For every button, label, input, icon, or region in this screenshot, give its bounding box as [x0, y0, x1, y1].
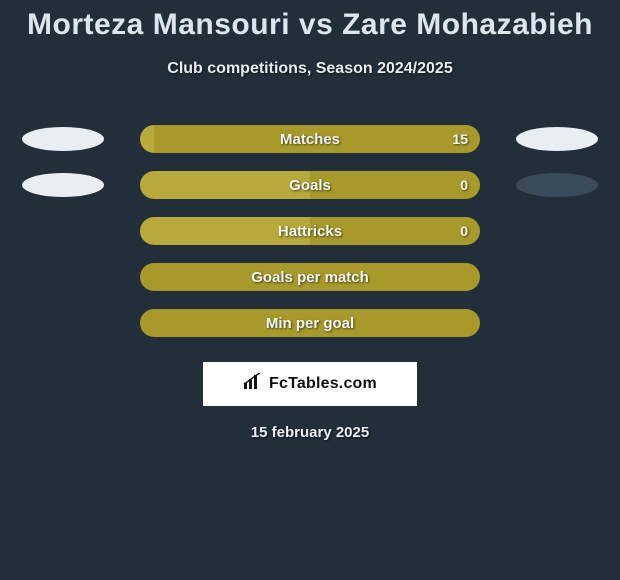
stat-value-right: 15 — [452, 125, 468, 153]
stat-row-mpg: Min per goal — [0, 300, 620, 346]
stat-rows: Matches15Goals0Hattricks0Goals per match… — [0, 116, 620, 346]
stat-row-gpm: Goals per match — [0, 254, 620, 300]
right-blob — [516, 127, 598, 151]
comparison-card: Morteza Mansouri vs Zare Mohazabieh Club… — [0, 0, 620, 580]
brand-label: FcTables.com — [269, 375, 377, 393]
stat-row-goals: Goals0 — [0, 162, 620, 208]
stat-label: Hattricks — [140, 217, 480, 245]
right-blob — [516, 173, 598, 197]
left-blob — [22, 127, 104, 151]
subtitle: Club competitions, Season 2024/2025 — [0, 60, 620, 78]
stat-bar: Matches15 — [140, 125, 480, 153]
stat-bar: Goals per match — [140, 263, 480, 291]
stat-value-right: 0 — [460, 171, 468, 199]
date-label: 15 february 2025 — [0, 424, 620, 441]
bar-chart-icon — [243, 373, 263, 396]
stat-bar: Min per goal — [140, 309, 480, 337]
stat-bar: Goals0 — [140, 171, 480, 199]
stat-row-matches: Matches15 — [0, 116, 620, 162]
stat-row-hattricks: Hattricks0 — [0, 208, 620, 254]
stat-bar: Hattricks0 — [140, 217, 480, 245]
left-blob — [22, 173, 104, 197]
stat-label: Goals per match — [140, 263, 480, 291]
page-title: Morteza Mansouri vs Zare Mohazabieh — [0, 0, 620, 42]
stat-value-right: 0 — [460, 217, 468, 245]
stat-label: Min per goal — [140, 309, 480, 337]
stat-label: Goals — [140, 171, 480, 199]
stat-label: Matches — [140, 125, 480, 153]
brand-box[interactable]: FcTables.com — [203, 362, 417, 406]
